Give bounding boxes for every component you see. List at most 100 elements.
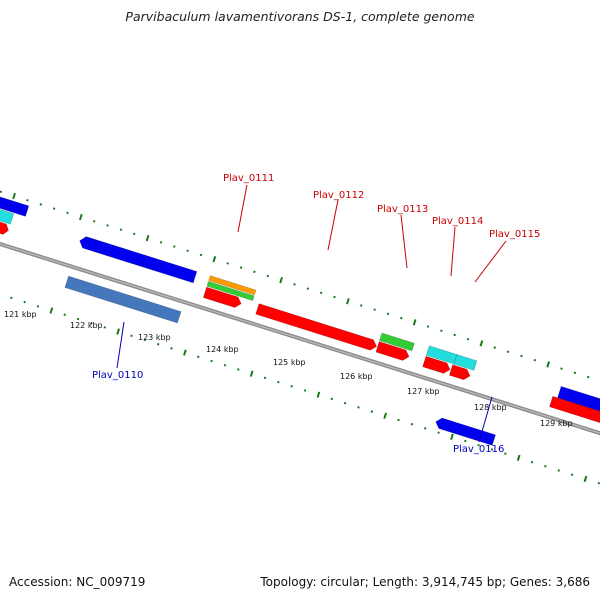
label-plav-0115[interactable]: Plav_0115 bbox=[489, 229, 540, 240]
upper-minor-tick bbox=[253, 270, 256, 274]
lower-minor-tick bbox=[437, 431, 440, 434]
scale-label-127: 127 kbp bbox=[407, 387, 440, 396]
lower-major-tick bbox=[450, 433, 454, 440]
gene-plav-0111-red[interactable] bbox=[202, 286, 243, 309]
lower-minor-tick bbox=[23, 300, 26, 304]
lower-minor-tick bbox=[343, 401, 347, 405]
upper-minor-tick bbox=[52, 207, 56, 210]
lower-major-tick bbox=[583, 475, 588, 483]
upper-minor-tick bbox=[132, 232, 136, 236]
upper-major-tick bbox=[546, 361, 551, 368]
gene-plav-0113-red[interactable] bbox=[375, 341, 411, 362]
upper-minor-tick bbox=[440, 329, 443, 332]
upper-major-tick bbox=[346, 298, 350, 305]
upper-major-tick bbox=[12, 192, 16, 200]
gene-plav-0115-red[interactable] bbox=[448, 364, 471, 382]
upper-minor-tick bbox=[106, 224, 109, 227]
callout-line-plav-0113 bbox=[400, 214, 408, 269]
upper-minor-tick bbox=[573, 371, 577, 375]
gene-plav-0110-blue[interactable] bbox=[78, 235, 198, 284]
gene-plav-0115-cyan[interactable] bbox=[453, 354, 478, 371]
gene-blue-a[interactable] bbox=[0, 194, 30, 217]
tick-row-lower bbox=[10, 296, 600, 485]
lower-major-tick bbox=[249, 370, 254, 377]
upper-minor-tick bbox=[119, 228, 123, 231]
upper-minor-tick bbox=[26, 198, 29, 202]
gene-plav-0113-green[interactable] bbox=[379, 332, 415, 352]
gene-blue-right[interactable] bbox=[557, 385, 600, 417]
upper-minor-tick bbox=[173, 245, 176, 248]
gene-plav-0114-red[interactable] bbox=[422, 355, 452, 375]
upper-minor-tick bbox=[266, 274, 270, 278]
callout-line-plav-0111 bbox=[237, 184, 248, 233]
lower-minor-tick bbox=[156, 342, 160, 346]
lower-minor-tick bbox=[423, 427, 427, 430]
lower-minor-tick bbox=[10, 296, 13, 300]
lower-minor-tick bbox=[263, 376, 267, 380]
gene-plav-0116-blue[interactable] bbox=[434, 417, 496, 446]
lower-major-tick bbox=[516, 454, 521, 462]
scale-label-122: 122 kbp bbox=[70, 321, 103, 330]
upper-minor-tick bbox=[506, 350, 510, 354]
accession-text: Accession: NC_009719 bbox=[9, 575, 146, 589]
scale-label-123: 123 kbp bbox=[138, 333, 171, 342]
upper-minor-tick bbox=[359, 304, 363, 307]
tick-row-upper bbox=[0, 190, 590, 379]
callout-line-plav-0116 bbox=[478, 396, 493, 443]
scale-label-126: 126 kbp bbox=[340, 372, 373, 381]
lower-minor-tick bbox=[63, 313, 66, 316]
upper-minor-tick bbox=[333, 295, 336, 299]
upper-major-tick bbox=[145, 234, 150, 242]
gene-plav-0112-red[interactable] bbox=[255, 303, 379, 352]
gene-plav-0111-orange[interactable] bbox=[208, 275, 257, 296]
gene-forward-cyan-a[interactable] bbox=[0, 206, 15, 225]
callout-line-plav-0112 bbox=[327, 199, 339, 251]
lower-major-tick bbox=[183, 349, 187, 356]
upper-minor-tick bbox=[520, 354, 523, 358]
upper-minor-tick bbox=[426, 325, 430, 328]
lower-minor-tick bbox=[504, 452, 507, 455]
upper-minor-tick bbox=[386, 312, 390, 316]
gene-forward-red-a[interactable] bbox=[0, 217, 10, 236]
lower-minor-tick bbox=[210, 359, 213, 363]
upper-minor-tick bbox=[306, 287, 310, 290]
upper-minor-tick bbox=[186, 249, 189, 252]
upper-minor-tick bbox=[226, 262, 229, 265]
reverse-strand-features bbox=[64, 235, 600, 446]
upper-minor-tick bbox=[400, 316, 403, 320]
callout-line-plav-0114 bbox=[450, 226, 456, 277]
scale-label-121: 121 kbp bbox=[4, 310, 37, 319]
gene-plav-0110-steel[interactable] bbox=[64, 275, 182, 324]
lower-minor-tick bbox=[143, 338, 147, 342]
upper-major-tick bbox=[479, 340, 484, 347]
lower-minor-tick bbox=[464, 439, 467, 443]
upper-minor-tick bbox=[293, 283, 296, 286]
scale-label-125: 125 kbp bbox=[273, 358, 306, 367]
gene-callouts: Plav_0111 Plav_0112 Plav_0113 Plav_0114 … bbox=[92, 173, 540, 455]
scale-labels: 121 kbp 122 kbp 123 kbp 124 kbp 125 kbp … bbox=[4, 310, 573, 428]
label-plav-0114[interactable]: Plav_0114 bbox=[432, 216, 483, 227]
scale-label-124: 124 kbp bbox=[206, 345, 239, 354]
label-plav-0111[interactable]: Plav_0111 bbox=[223, 173, 274, 184]
lower-minor-tick bbox=[90, 321, 93, 325]
upper-minor-tick bbox=[239, 266, 243, 269]
lower-major-tick bbox=[383, 412, 388, 419]
callout-line-plav-0110 bbox=[116, 321, 125, 369]
gene-plav-0111-green[interactable] bbox=[206, 281, 255, 301]
upper-minor-tick bbox=[466, 337, 470, 341]
lower-minor-tick bbox=[130, 334, 133, 338]
label-plav-0113[interactable]: Plav_0113 bbox=[377, 204, 428, 215]
lower-minor-tick bbox=[544, 465, 547, 468]
upper-minor-tick bbox=[586, 375, 590, 379]
upper-minor-tick bbox=[533, 358, 537, 362]
label-plav-0116[interactable]: Plav_0116 bbox=[453, 444, 504, 455]
lower-minor-tick bbox=[530, 460, 534, 464]
lower-minor-tick bbox=[290, 385, 293, 388]
label-plav-0112[interactable]: Plav_0112 bbox=[313, 190, 364, 201]
label-plav-0110[interactable]: Plav_0110 bbox=[92, 370, 143, 381]
lower-minor-tick bbox=[170, 347, 173, 350]
lower-minor-tick bbox=[103, 326, 107, 329]
genome-backbone bbox=[0, 230, 600, 457]
